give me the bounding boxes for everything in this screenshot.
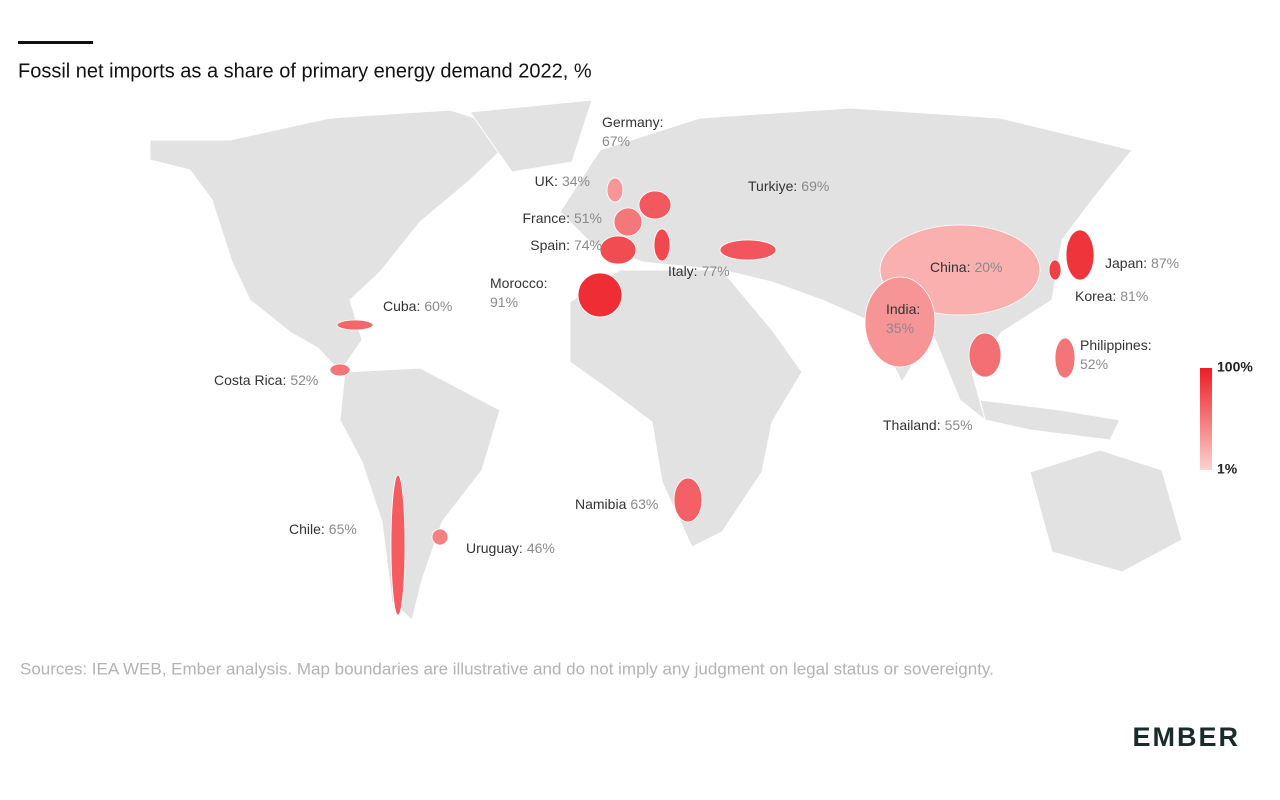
- country-label: Korea: 81%: [1075, 288, 1148, 304]
- country-region: [864, 276, 936, 368]
- value-label: 91%: [490, 294, 518, 310]
- country-region: [968, 332, 1002, 378]
- country-label: UK: 34%: [535, 173, 590, 189]
- country-name: China:: [930, 259, 970, 275]
- country-name: Chile:: [289, 521, 325, 537]
- country-label: Italy: 77%: [668, 263, 730, 279]
- value-label: 63%: [630, 496, 658, 512]
- country-label: Japan: 87%: [1105, 255, 1179, 271]
- country-label: Germany: 67%: [602, 114, 663, 149]
- legend-label: 100%: [1217, 359, 1253, 375]
- africa: [569, 269, 803, 548]
- logo: EMBER: [1132, 722, 1240, 752]
- country-region: [653, 228, 671, 262]
- country-label: Turkiye: 69%: [748, 178, 829, 194]
- country-label: Thailand: 55%: [883, 417, 973, 433]
- source-note: Sources: IEA WEB, Ember analysis. Map bo…: [20, 659, 994, 678]
- country-region: [599, 235, 637, 265]
- country-label: Uruguay: 46%: [466, 540, 555, 556]
- country-region: [431, 528, 449, 546]
- country-name: Cuba:: [383, 298, 420, 314]
- value-label: 35%: [886, 320, 914, 336]
- north-america: [149, 109, 521, 373]
- country-region: [1054, 337, 1076, 379]
- value-label: 46%: [527, 540, 555, 556]
- country-name: Spain:: [530, 237, 570, 253]
- country-region: [329, 363, 351, 377]
- country-region: [638, 190, 672, 220]
- country-region: [1065, 229, 1095, 281]
- country-name: Costa Rica:: [214, 372, 286, 388]
- country-region: [606, 177, 624, 203]
- country-region: [613, 207, 643, 237]
- country-name: France:: [523, 210, 570, 226]
- value-label: 60%: [424, 298, 452, 314]
- value-label: 52%: [290, 372, 318, 388]
- greenland: [469, 99, 593, 173]
- country-name: Italy:: [668, 263, 698, 279]
- value-label: 34%: [562, 173, 590, 189]
- country-name: Germany:: [602, 114, 663, 130]
- country-name: Thailand:: [883, 417, 941, 433]
- title-rule: [18, 41, 93, 44]
- value-label: 81%: [1120, 288, 1148, 304]
- country-name: Morocco:: [490, 275, 548, 291]
- country-region: [1048, 259, 1062, 281]
- country-name: Korea:: [1075, 288, 1116, 304]
- country-name: Philippines:: [1080, 337, 1152, 353]
- country-label: Morocco: 91%: [490, 275, 548, 310]
- country-label: Spain: 74%: [530, 237, 602, 253]
- country-label: Cuba: 60%: [383, 298, 452, 314]
- country-name: UK:: [535, 173, 558, 189]
- legend-label: 1%: [1217, 461, 1238, 477]
- country-label: China: 20%: [930, 259, 1003, 275]
- value-label: 55%: [945, 417, 973, 433]
- legend-bar: [1200, 368, 1212, 470]
- value-label: 20%: [974, 259, 1002, 275]
- country-region: [336, 319, 374, 331]
- country-label: Philippines: 52%: [1080, 337, 1152, 372]
- value-label: 87%: [1151, 255, 1179, 271]
- value-label: 52%: [1080, 356, 1108, 372]
- australia: [1029, 449, 1183, 573]
- country-name: Namibia: [575, 496, 627, 512]
- country-label: Namibia 63%: [575, 496, 658, 512]
- country-name: Turkiye:: [748, 178, 797, 194]
- value-label: 74%: [574, 237, 602, 253]
- country-label: India: 35%: [886, 301, 920, 336]
- value-label: 65%: [329, 521, 357, 537]
- country-name: Uruguay:: [466, 540, 523, 556]
- basemap: [149, 99, 1183, 621]
- country-label: Costa Rica: 52%: [214, 372, 318, 388]
- value-label: 51%: [574, 210, 602, 226]
- country-name: India:: [886, 301, 920, 317]
- country-region: [390, 474, 406, 616]
- value-label: 69%: [801, 178, 829, 194]
- country-region: [577, 272, 623, 318]
- country-region: [673, 477, 703, 523]
- value-label: 67%: [602, 133, 630, 149]
- country-label: France: 51%: [523, 210, 603, 226]
- value-label: 77%: [702, 263, 730, 279]
- chart-title: Fossil net imports as a share of primary…: [18, 60, 592, 82]
- country-name: Japan:: [1105, 255, 1147, 271]
- indonesia: [979, 399, 1121, 441]
- country-label: Chile: 65%: [289, 521, 357, 537]
- country-region: [719, 239, 777, 261]
- south-america: [339, 367, 501, 621]
